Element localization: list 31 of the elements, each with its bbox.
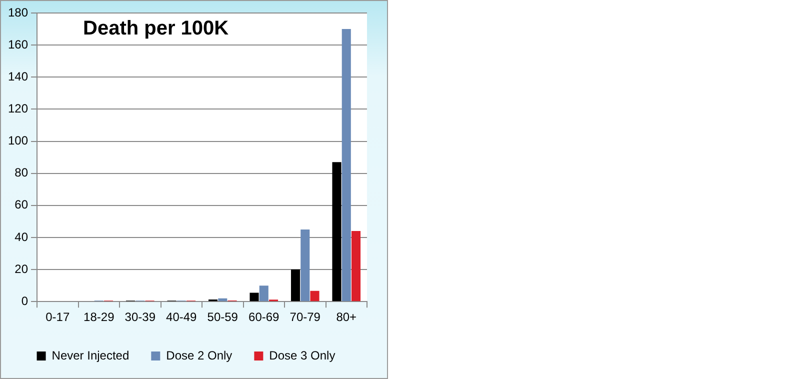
y-tick-label: 0 <box>21 294 28 308</box>
chart-title: Death per 100K <box>83 18 230 40</box>
bar <box>342 29 351 302</box>
bar <box>351 231 361 302</box>
y-tick-label: 180 <box>8 5 28 20</box>
x-tick-label: 0-17 <box>46 310 70 324</box>
bar <box>250 292 259 302</box>
y-tick-label: 60 <box>14 198 28 212</box>
x-tick-label: 50-59 <box>207 310 238 324</box>
legend-label: Dose 2 Only <box>166 348 232 362</box>
bar <box>310 290 320 302</box>
x-tick-label: 30-39 <box>124 310 156 324</box>
x-tick-label: 70-79 <box>290 310 321 324</box>
bar <box>259 286 268 302</box>
x-tick-label: 80+ <box>336 310 357 324</box>
x-tick-label: 40-49 <box>166 310 198 324</box>
x-tick-label: 60-69 <box>248 310 280 324</box>
y-tick-label: 100 <box>8 134 28 148</box>
y-tick-label: 40 <box>14 230 28 244</box>
y-tick-label: 80 <box>14 166 28 180</box>
bar <box>218 298 228 302</box>
x-tick-label: 18-29 <box>84 310 115 324</box>
legend-label: Never Injected <box>52 348 130 362</box>
bar <box>300 229 310 302</box>
y-tick-label: 120 <box>8 102 28 116</box>
bar <box>290 270 300 302</box>
bar <box>332 162 342 302</box>
y-tick-label: 20 <box>14 262 28 276</box>
legend-label: Dose 3 Only <box>269 348 336 362</box>
y-tick-label: 160 <box>8 37 28 52</box>
y-tick-label: 140 <box>8 69 28 84</box>
